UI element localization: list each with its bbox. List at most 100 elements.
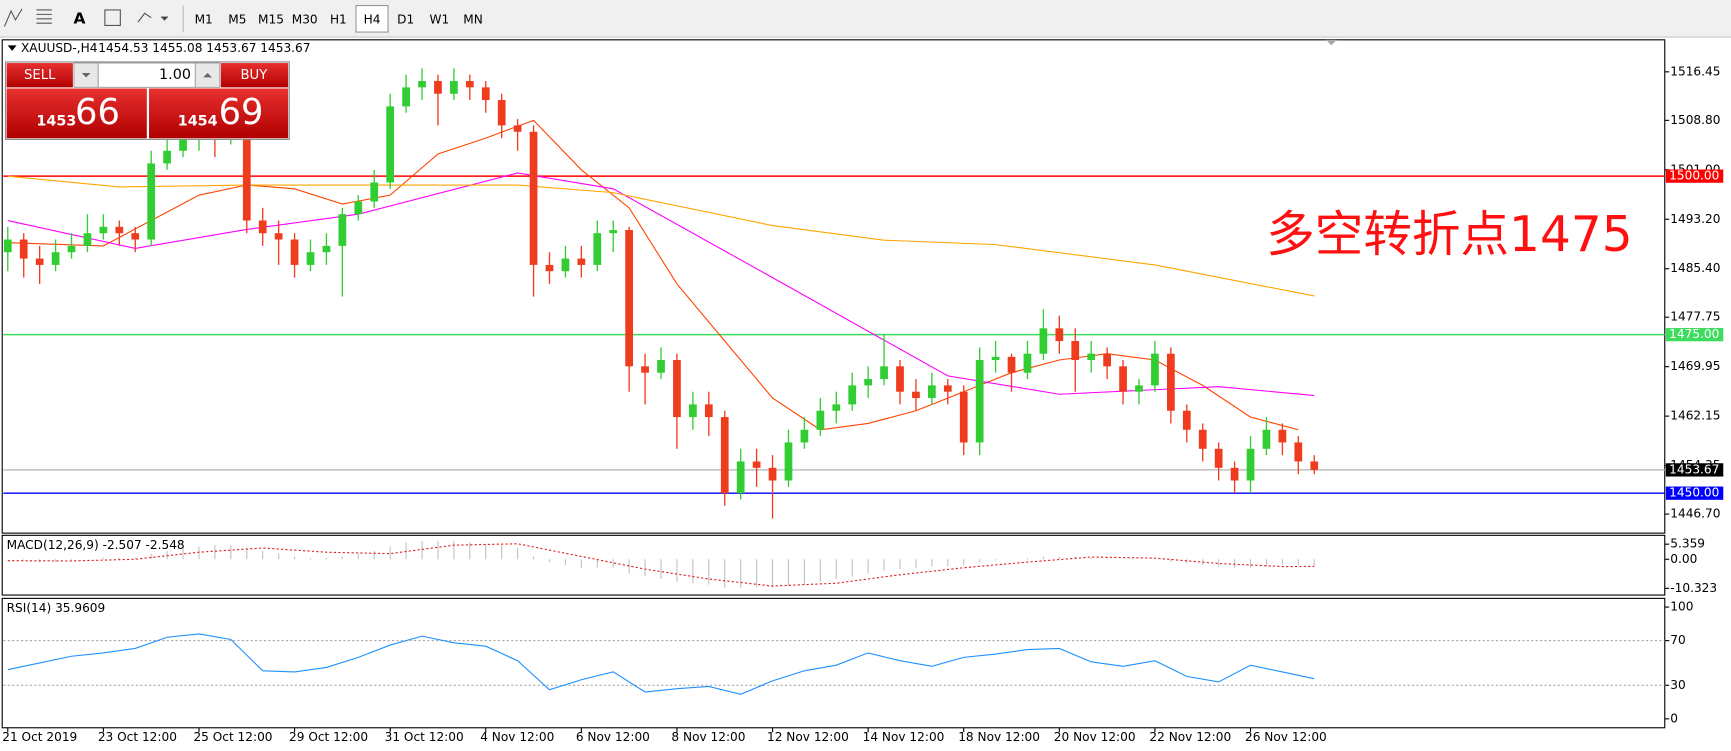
candle-body — [752, 461, 761, 468]
candle-body — [736, 461, 745, 494]
candle-body — [1135, 385, 1143, 392]
candle-body — [465, 81, 474, 88]
timeframe-button[interactable]: D1 — [397, 12, 414, 26]
candle-body — [147, 163, 156, 240]
y-tick-label: 1516.45 — [1670, 64, 1720, 78]
sell-button[interactable] — [6, 63, 73, 88]
x-tick-label: 6 Nov 12:00 — [576, 730, 650, 744]
candle-body — [1007, 356, 1016, 373]
candle-body — [689, 404, 697, 418]
ask-box[interactable] — [149, 88, 289, 139]
candle-body — [561, 258, 570, 272]
candle-body — [1262, 429, 1271, 449]
candle-body — [529, 131, 538, 265]
timeframe-button[interactable]: W1 — [430, 12, 450, 26]
candle-body — [1294, 442, 1303, 462]
symbol-menu-arrow[interactable] — [7, 45, 17, 51]
level-label-box — [1665, 169, 1724, 183]
ask-big: 1454 — [178, 114, 218, 130]
candle-body — [450, 81, 458, 94]
shapes-icon[interactable] — [137, 12, 152, 23]
x-tick-label: 14 Nov 12:00 — [863, 730, 945, 744]
candle-body — [1198, 429, 1207, 449]
candle-body — [322, 245, 331, 253]
candle-body — [1310, 461, 1319, 470]
candle-body — [19, 239, 28, 259]
timeframe-button[interactable]: M1 — [195, 12, 213, 26]
candle-body — [800, 429, 809, 443]
timeframe-button[interactable]: M5 — [228, 12, 246, 26]
candle-body — [704, 404, 713, 418]
candle-body — [179, 138, 187, 151]
timeframe-button[interactable]: H4 — [364, 12, 381, 26]
x-tick-label: 4 Nov 12:00 — [480, 730, 554, 744]
buy-button[interactable] — [220, 63, 289, 88]
candle-body — [481, 87, 490, 101]
bid-small: 66 — [75, 92, 120, 133]
candle-body — [51, 252, 60, 265]
candle-body — [991, 356, 1000, 361]
text-tool[interactable]: A — [74, 9, 86, 27]
label-icon[interactable] — [104, 9, 121, 26]
macd-panel — [1, 534, 1666, 596]
x-tick-label: 18 Nov 12:00 — [958, 730, 1040, 744]
y-tick-label: 30 — [1670, 678, 1685, 692]
candle-body — [545, 264, 554, 272]
candle-body — [131, 233, 140, 240]
candle-body — [625, 230, 634, 367]
candle-body — [1278, 429, 1287, 443]
candle-body — [959, 391, 968, 443]
x-tick-label: 8 Nov 12:00 — [671, 730, 745, 744]
candle-body — [1214, 448, 1223, 468]
candle-body — [242, 131, 251, 221]
level-label: 1450.00 — [1669, 486, 1719, 500]
ask-small: 69 — [219, 92, 264, 133]
y-tick-label: 1485.40 — [1670, 261, 1720, 275]
timeframe-button[interactable]: M15 — [258, 12, 284, 26]
bid-big: 1453 — [36, 114, 76, 130]
timeframes: M1 M5 M15 M30 H1 H4 D1 W1 MN — [195, 4, 483, 33]
candle-body — [386, 106, 395, 183]
level-label: 1475.00 — [1669, 327, 1719, 341]
level-label: 1453.67 — [1669, 462, 1719, 476]
y-tick-label: 70 — [1670, 633, 1685, 647]
candle-body — [402, 87, 410, 107]
x-tick-label: 25 Oct 12:00 — [193, 730, 272, 744]
candle-body — [1119, 366, 1127, 392]
candle-body — [1087, 353, 1096, 361]
lot-value: 1.00 — [159, 67, 191, 83]
y-tick-label: 0.00 — [1670, 552, 1697, 566]
timeframe-button[interactable]: MN — [463, 12, 483, 26]
toolbar — [0, 0, 1731, 38]
chart-shift-marker — [1325, 39, 1337, 46]
candle-body — [928, 385, 936, 399]
grid-icon[interactable] — [36, 9, 52, 24]
y-tick-label: 1508.80 — [1670, 113, 1720, 127]
candle-body — [306, 252, 315, 265]
candle-body — [290, 239, 299, 265]
candle-body — [720, 417, 729, 494]
timeframe-button[interactable]: M30 — [292, 12, 318, 26]
candle-body — [975, 360, 984, 443]
timeframe-button[interactable]: H1 — [330, 12, 347, 26]
candle-body — [657, 360, 665, 373]
level-label-box — [1665, 463, 1724, 477]
lot-down-arrow — [81, 72, 91, 78]
level-label: 1500.00 — [1669, 169, 1719, 183]
y-tick-label: 1477.75 — [1670, 310, 1720, 324]
y-tick-label: 1446.70 — [1670, 507, 1720, 521]
lot-up-arrow — [203, 72, 212, 78]
candle-body — [1039, 328, 1048, 354]
dropdown-arrow[interactable] — [160, 16, 169, 21]
plots — [3, 68, 1665, 695]
macd-signal — [7, 543, 1315, 587]
candle-body — [354, 201, 363, 215]
x-tick-label: 21 Oct 2019 — [2, 730, 77, 744]
bid-box[interactable] — [6, 88, 147, 139]
candle-body — [163, 150, 171, 164]
candle-body — [577, 258, 586, 265]
chart-icon[interactable] — [3, 8, 23, 27]
candle-body — [1103, 353, 1111, 367]
rsi-label: RSI(14) 35.9609 — [7, 601, 106, 615]
